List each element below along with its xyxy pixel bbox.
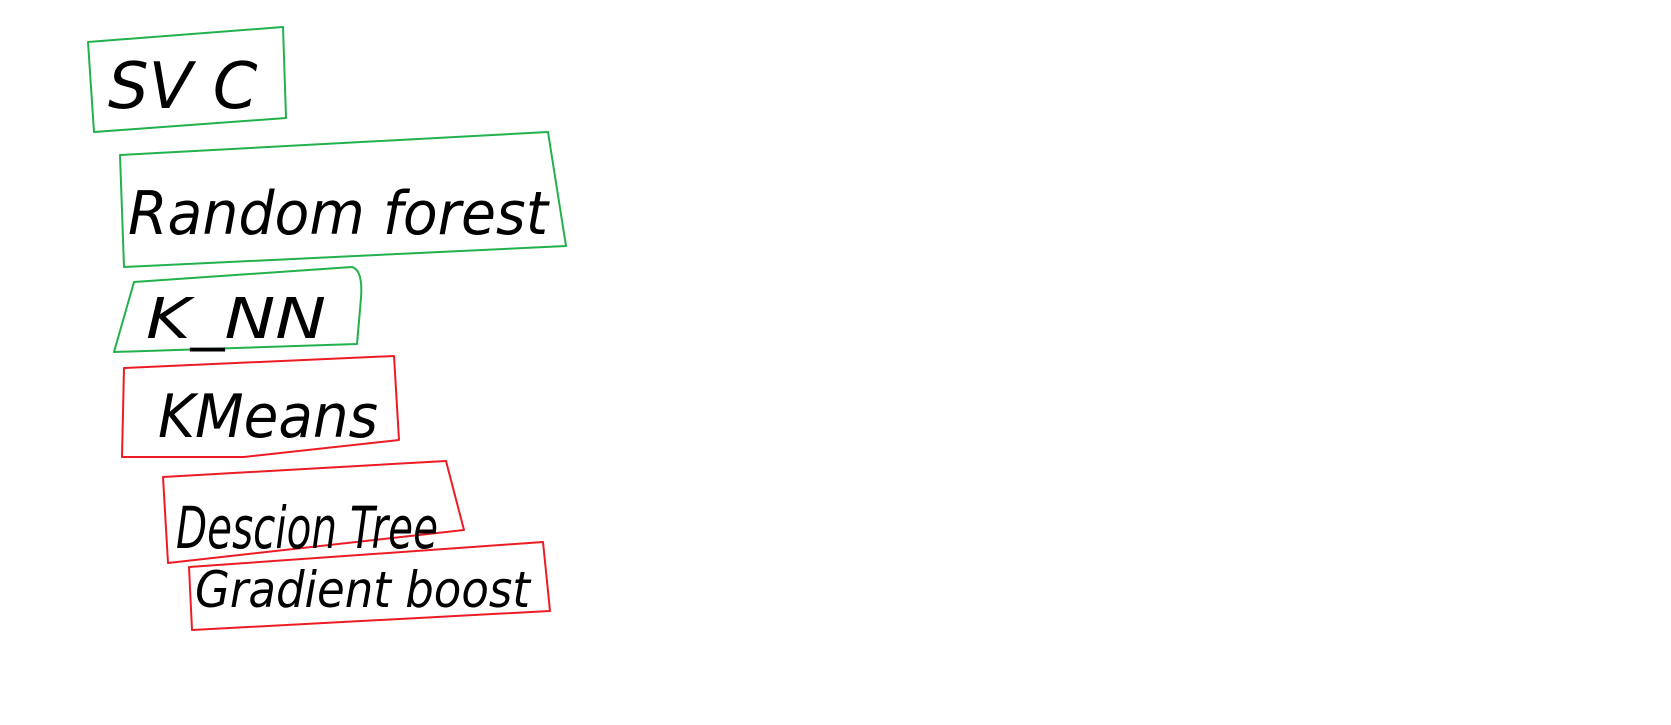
- item-label-random-forest: Random forest: [128, 179, 550, 249]
- algorithm-item-svc: SV C: [87, 26, 287, 133]
- item-box-knn: [113, 266, 363, 353]
- item-box-decision-tree: [162, 460, 465, 564]
- algorithm-item-gradient-boost: Gradient boost: [188, 541, 551, 631]
- algorithm-item-decision-tree: Descion Tree: [162, 460, 465, 564]
- algorithm-item-kmeans: KMeans: [121, 355, 400, 458]
- item-label-decision-tree: Descion Tree: [176, 494, 438, 562]
- item-label-knn: K_NN: [146, 287, 326, 352]
- item-box-svc: [87, 26, 287, 133]
- algorithm-item-random-forest: Random forest: [119, 131, 567, 268]
- item-label-kmeans: KMeans: [158, 382, 378, 452]
- item-box-kmeans: [121, 355, 400, 458]
- item-label-svc: SV C: [108, 50, 258, 124]
- algorithm-item-knn: K_NN: [113, 266, 363, 353]
- item-box-random-forest: [119, 131, 567, 268]
- item-label-gradient-boost: Gradient boost: [195, 561, 532, 619]
- item-box-gradient-boost: [188, 541, 551, 631]
